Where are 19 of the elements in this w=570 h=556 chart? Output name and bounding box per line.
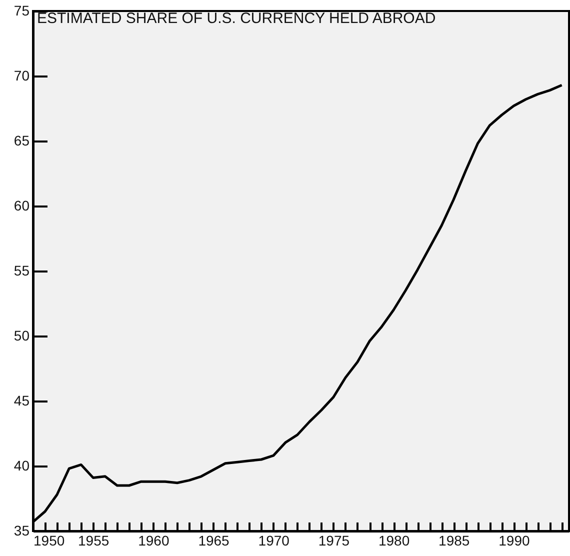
x-tick-label: 1975 xyxy=(318,532,350,548)
y-tick-label: 50 xyxy=(14,328,30,344)
x-tick-label: 1980 xyxy=(378,532,410,548)
y-tick-label: 65 xyxy=(14,132,30,148)
chart-title: ESTIMATED SHARE OF U.S. CURRENCY HELD ABROAD xyxy=(37,10,436,27)
y-tick-label: 55 xyxy=(14,262,30,278)
y-tick-label: 35 xyxy=(14,522,30,538)
y-tick-label: 40 xyxy=(14,458,30,474)
x-tick-label: 1965 xyxy=(198,532,230,548)
x-tick-label: 1990 xyxy=(498,532,530,548)
x-tick-label: 1960 xyxy=(138,532,170,548)
x-tick-label: 1955 xyxy=(78,532,110,548)
y-tick-label: 70 xyxy=(14,68,30,84)
x-tick-label: 1985 xyxy=(438,532,470,548)
x-tick-label: 1970 xyxy=(258,532,290,548)
x-tick-label: 1950 xyxy=(34,532,65,548)
y-tick-label: 45 xyxy=(14,392,30,408)
y-tick-label: 75 xyxy=(14,2,30,18)
y-tick-label: 60 xyxy=(14,198,30,214)
